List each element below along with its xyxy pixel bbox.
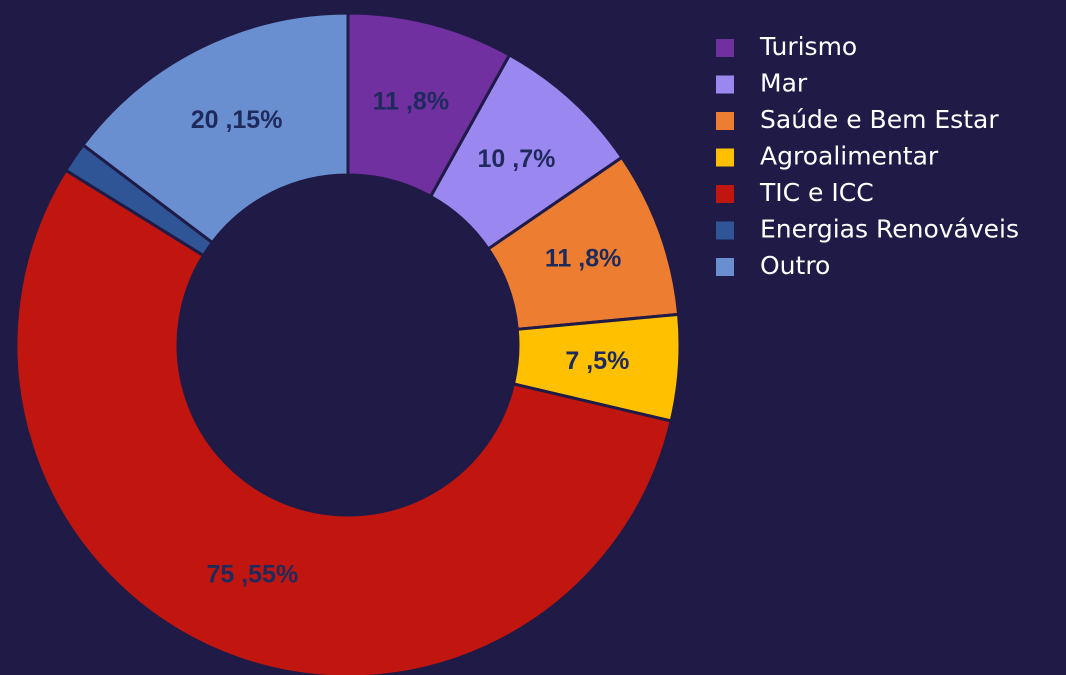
legend-label: Mar [760, 69, 808, 98]
slice-label: 10 ,7% [478, 145, 556, 173]
legend-label: Energias Renováveis [760, 215, 1019, 244]
legend-label: Outro [760, 251, 830, 280]
slice-label: 11 ,8% [545, 245, 621, 273]
slice [14, 168, 673, 675]
slice-label: 7 ,5% [565, 347, 629, 375]
slice-label: 75 ,55% [206, 561, 298, 589]
slice-label: 11 ,8% [373, 88, 449, 116]
legend-swatch [716, 258, 734, 276]
legend-swatch [716, 75, 734, 94]
slice-label: 20 ,15% [191, 106, 283, 134]
legend-swatch [716, 148, 734, 167]
legend-swatch [716, 221, 734, 240]
legend-label: Turismo [759, 32, 857, 61]
legend-swatch [716, 112, 734, 130]
legend-swatch [716, 39, 734, 57]
legend-swatch [716, 185, 734, 203]
legend-label: Saúde e Bem Estar [760, 105, 999, 134]
legend-label: TIC e ICC [759, 178, 874, 207]
legend-label: Agroalimentar [760, 142, 939, 171]
slice [80, 11, 350, 245]
